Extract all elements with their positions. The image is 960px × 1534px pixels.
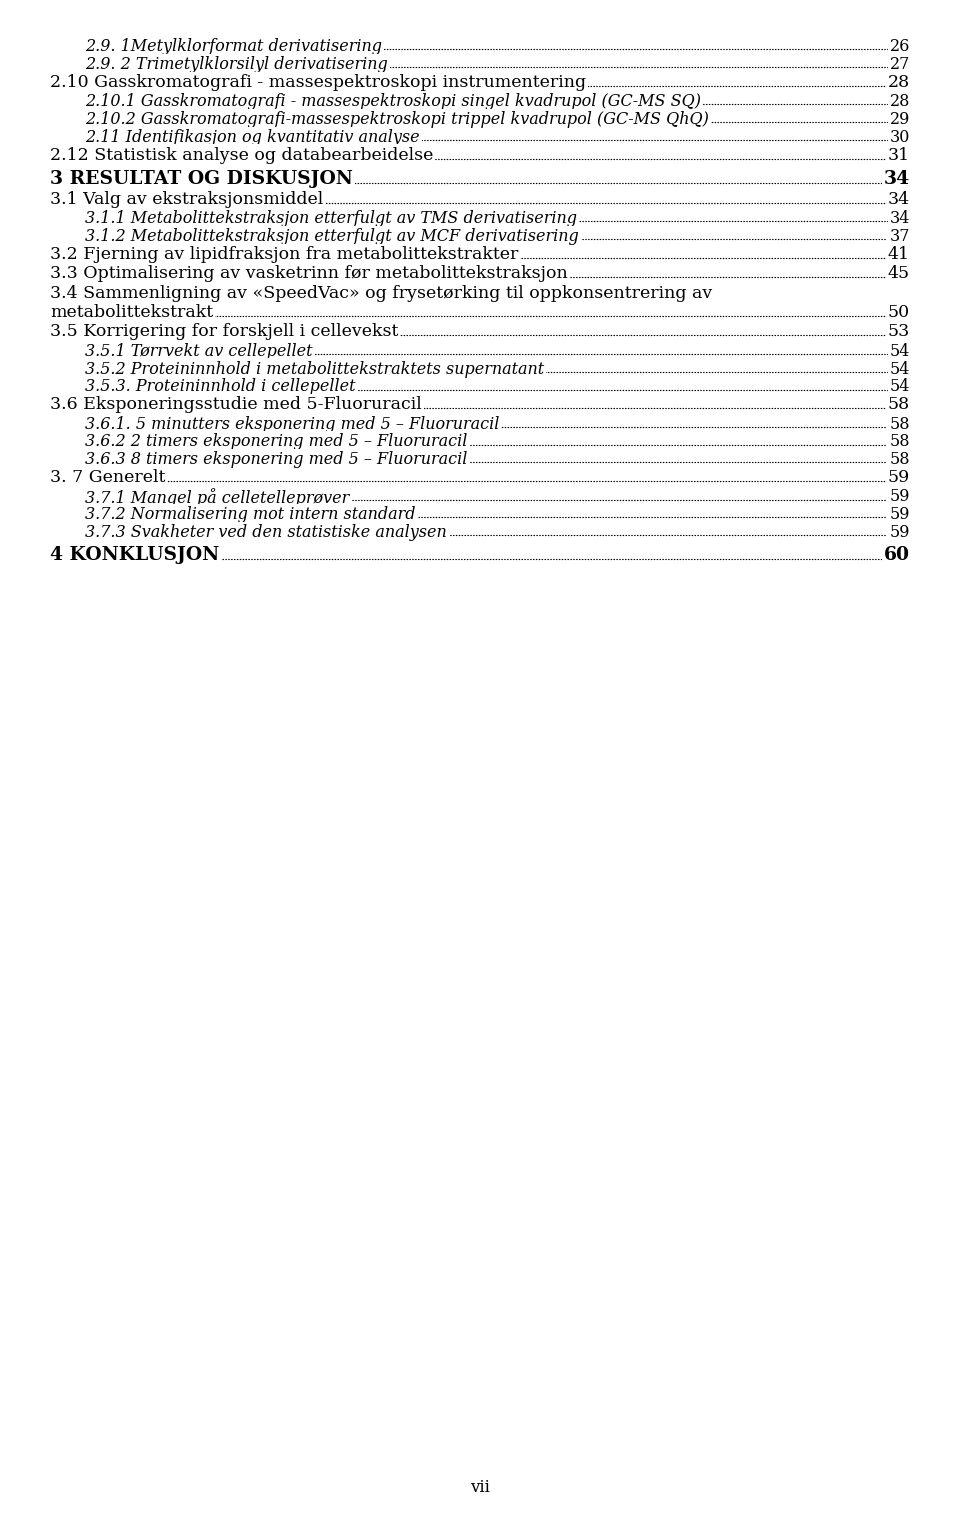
Text: 3 RESULTAT OG DISKUSJON: 3 RESULTAT OG DISKUSJON (50, 170, 353, 187)
Text: 59: 59 (890, 506, 910, 523)
Text: 2.12 Statistisk analyse og databearbeidelse: 2.12 Statistisk analyse og databearbeide… (50, 147, 433, 164)
Text: 28: 28 (888, 74, 910, 91)
Text: 3.5.1 Tørrvekt av cellepellet: 3.5.1 Tørrvekt av cellepellet (85, 342, 313, 359)
Text: 2.9. 1Metylklorformat derivatisering: 2.9. 1Metylklorformat derivatisering (85, 38, 382, 55)
Text: 3. 7 Generelt: 3. 7 Generelt (50, 469, 165, 486)
Text: 2.10 Gasskromatografi - massespektroskopi instrumentering: 2.10 Gasskromatografi - massespektroskop… (50, 74, 587, 91)
Text: 3.7.3 Svakheter ved den statistiske analysen: 3.7.3 Svakheter ved den statistiske anal… (85, 525, 446, 542)
Text: 2.10.1 Gasskromatografi - massespektroskopi singel kvadrupol (GC-MS SQ): 2.10.1 Gasskromatografi - massespektrosk… (85, 94, 701, 110)
Text: 31: 31 (888, 147, 910, 164)
Text: 27: 27 (890, 55, 910, 72)
Text: 3.5.2 Proteininnhold i metabolittekstraktets supernatant: 3.5.2 Proteininnhold i metabolittekstrak… (85, 360, 544, 377)
Text: 50: 50 (888, 304, 910, 321)
Text: 3.7.1 Mangel på celletelleprøver: 3.7.1 Mangel på celletelleprøver (85, 488, 349, 508)
Text: 3.2 Fjerning av lipidfraksjon fra metabolittekstrakter: 3.2 Fjerning av lipidfraksjon fra metabo… (50, 245, 518, 262)
Text: 26: 26 (890, 38, 910, 55)
Text: 34: 34 (884, 170, 910, 187)
Text: 2.9. 2 Trimetylklorsilyl derivatisering: 2.9. 2 Trimetylklorsilyl derivatisering (85, 55, 388, 72)
Text: 37: 37 (890, 229, 910, 245)
Text: 28: 28 (890, 94, 910, 110)
Text: 54: 54 (890, 379, 910, 396)
Text: 53: 53 (888, 324, 910, 341)
Text: 58: 58 (888, 396, 910, 413)
Text: 41: 41 (888, 245, 910, 262)
Text: 54: 54 (890, 342, 910, 359)
Text: 59: 59 (888, 469, 910, 486)
Text: 59: 59 (890, 525, 910, 542)
Text: 3.1 Valg av ekstraksjonsmiddel: 3.1 Valg av ekstraksjonsmiddel (50, 190, 324, 207)
Text: 45: 45 (888, 265, 910, 282)
Text: 3.7.2 Normalisering mot intern standard: 3.7.2 Normalisering mot intern standard (85, 506, 416, 523)
Text: 58: 58 (890, 434, 910, 451)
Text: 3.6 Eksponeringsstudie med 5-Fluoruracil: 3.6 Eksponeringsstudie med 5-Fluoruracil (50, 396, 421, 413)
Text: 3.4 Sammenligning av «SpeedVac» og frysetørking til oppkonsentrering av: 3.4 Sammenligning av «SpeedVac» og fryse… (50, 285, 712, 302)
Text: 34: 34 (888, 190, 910, 207)
Text: 54: 54 (890, 360, 910, 377)
Text: 58: 58 (890, 451, 910, 468)
Text: 3.6.1. 5 minutters eksponering med 5 – Fluoruracil: 3.6.1. 5 minutters eksponering med 5 – F… (85, 416, 499, 433)
Text: 2.11 Identifikasjon og kvantitativ analyse: 2.11 Identifikasjon og kvantitativ analy… (85, 129, 420, 146)
Text: 2.10.2 Gasskromatografi-massespektroskopi trippel kvadrupol (GC-MS QhQ): 2.10.2 Gasskromatografi-massespektroskop… (85, 110, 708, 127)
Text: 3.6.2 2 timers eksponering med 5 – Fluoruracil: 3.6.2 2 timers eksponering med 5 – Fluor… (85, 434, 468, 451)
Text: 30: 30 (890, 129, 910, 146)
Text: 3.5 Korrigering for forskjell i cellevekst: 3.5 Korrigering for forskjell i cellevek… (50, 324, 398, 341)
Text: 3.3 Optimalisering av vasketrinn før metabolittekstraksjon: 3.3 Optimalisering av vasketrinn før met… (50, 265, 567, 282)
Text: 3.1.2 Metabolittekstraksjon etterfulgt av MCF derivatisering: 3.1.2 Metabolittekstraksjon etterfulgt a… (85, 229, 579, 245)
Text: 4 KONKLUSJON: 4 KONKLUSJON (50, 546, 219, 565)
Text: 34: 34 (890, 210, 910, 227)
Text: 58: 58 (890, 416, 910, 433)
Text: 3.5.3. Proteininnhold i cellepellet: 3.5.3. Proteininnhold i cellepellet (85, 379, 355, 396)
Text: 29: 29 (890, 110, 910, 127)
Text: vii: vii (470, 1479, 490, 1496)
Text: 3.6.3 8 timers eksponering med 5 – Fluoruracil: 3.6.3 8 timers eksponering med 5 – Fluor… (85, 451, 468, 468)
Text: 60: 60 (884, 546, 910, 565)
Text: 59: 59 (890, 488, 910, 505)
Text: 3.1.1 Metabolittekstraksjon etterfulgt av TMS derivatisering: 3.1.1 Metabolittekstraksjon etterfulgt a… (85, 210, 577, 227)
Text: metabolittekstrakt: metabolittekstrakt (50, 304, 213, 321)
